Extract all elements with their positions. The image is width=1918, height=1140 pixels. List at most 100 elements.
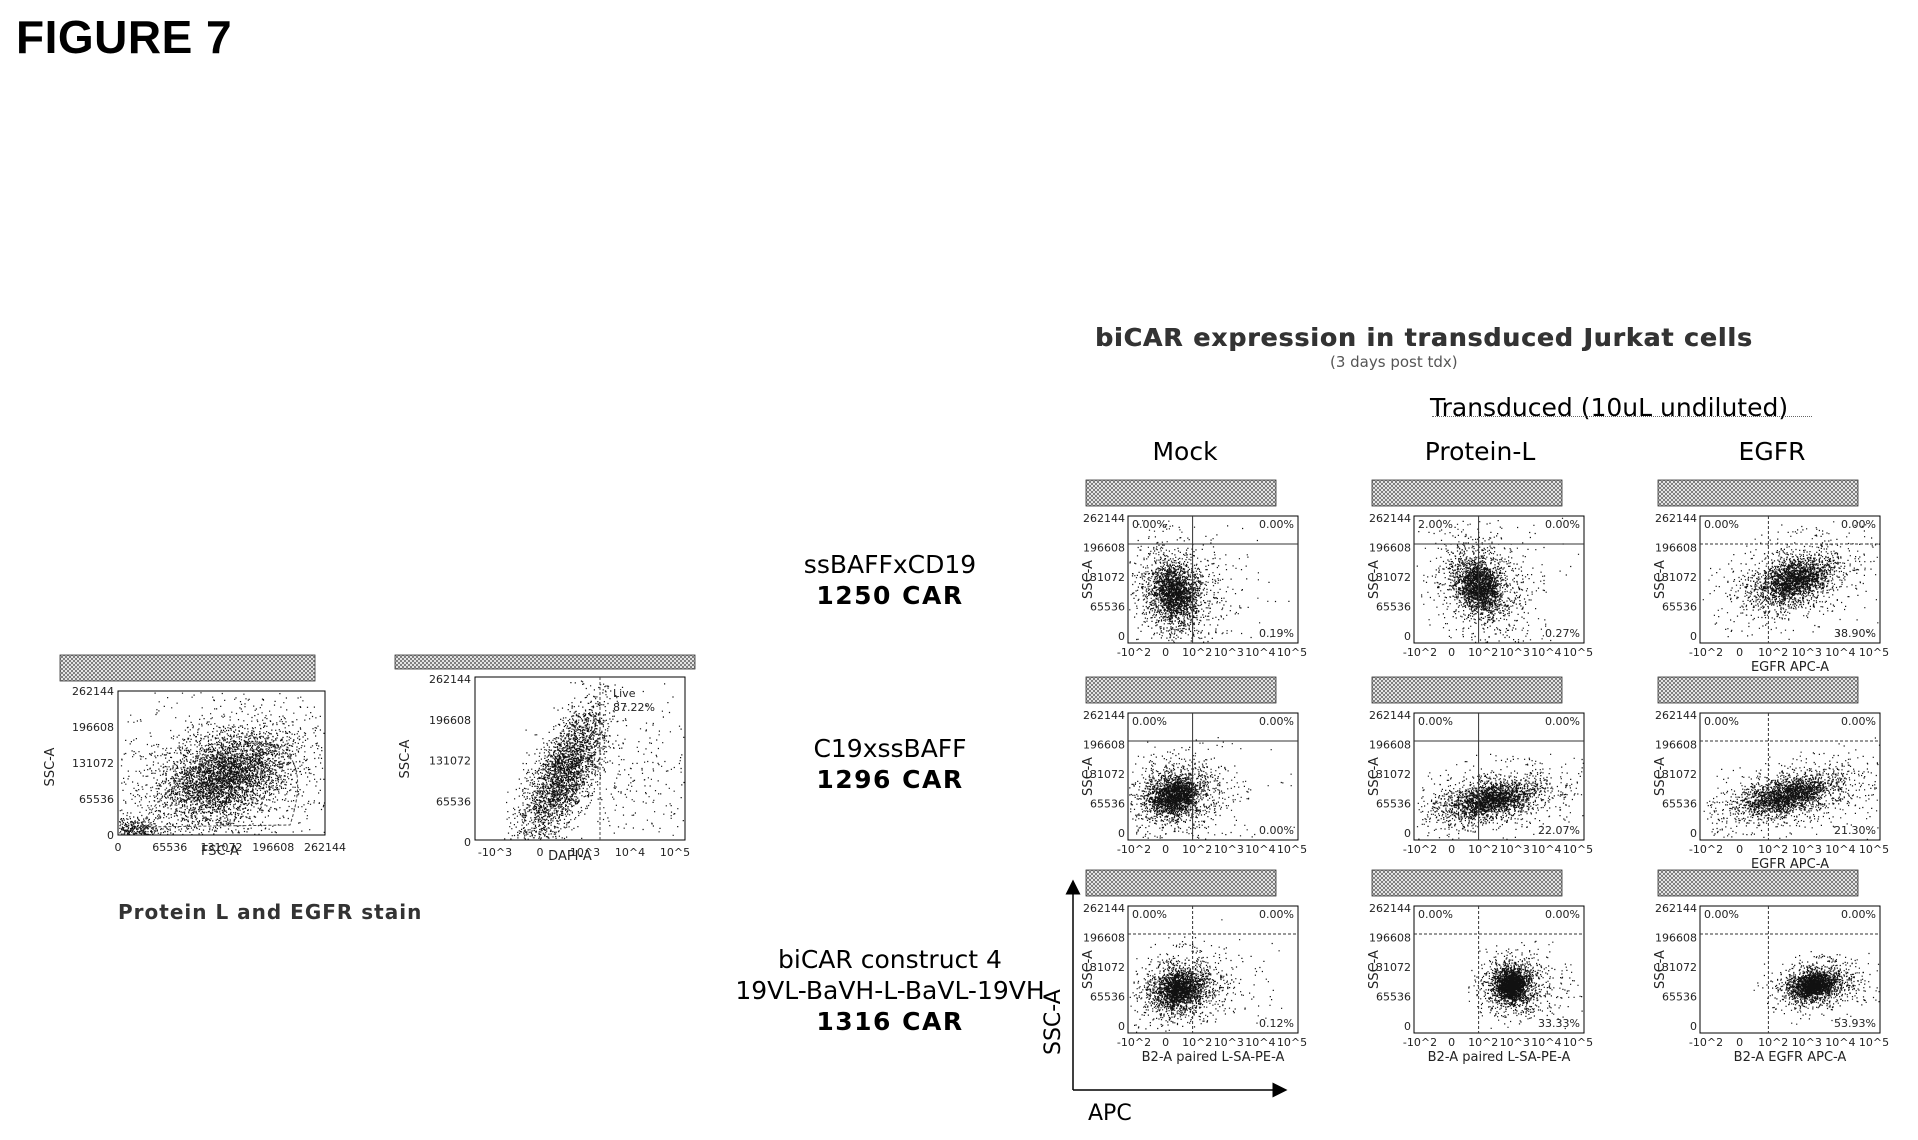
y-tick-label: 65536	[1090, 601, 1125, 614]
y-tick-label: 262144	[1369, 709, 1411, 722]
x-axis-label: B2-A paired L-SA-PE-A	[1428, 1050, 1571, 1065]
y-tick-label: 65536	[1376, 798, 1411, 811]
y-tick-label: 196608	[1083, 739, 1125, 752]
x-tick-label: 10^3	[1792, 646, 1822, 659]
quadrant-value-ul: 0.00%	[1418, 908, 1453, 921]
axis-legend: SSC-A APC	[1030, 875, 1290, 1130]
y-tick-label: 65536	[1376, 601, 1411, 614]
x-tick-label: 10^5	[1859, 646, 1889, 659]
y-tick-label: 131072	[72, 757, 114, 770]
plot-title-bar	[1086, 677, 1276, 703]
y-tick-label: 196608	[1083, 542, 1125, 555]
x-tick-label: 0	[537, 846, 544, 859]
plot-r1-c2: 2.00%0.00%0.27%262144196608131072655360-…	[1364, 478, 1594, 678]
y-tick-label: 196608	[72, 721, 114, 734]
x-tick-label: 10^4	[1825, 646, 1855, 659]
quadrant-value-lr: 53.93%	[1834, 1017, 1876, 1030]
quadrant-value-ur: 0.00%	[1545, 715, 1580, 728]
plot-frame	[1414, 906, 1584, 1033]
y-tick-label: 262144	[72, 685, 114, 698]
x-axis-label: DAPI-A	[548, 849, 592, 864]
row-2-name: C19xssBAFF	[760, 733, 1020, 764]
y-tick-label: 65536	[79, 793, 114, 806]
x-tick-label: 10^4	[1825, 1036, 1855, 1049]
row-1-construct: 1250 CAR	[760, 580, 1020, 611]
y-axis-label: SSC-A	[1653, 757, 1668, 796]
plot-r1-c3-svg: 0.00%0.00%38.90%262144196608131072655360…	[1650, 478, 1890, 678]
plot-title-bar	[1372, 480, 1562, 506]
x-tick-label: 10^3	[1792, 1036, 1822, 1049]
plot-title-bar	[1658, 480, 1858, 506]
x-tick-label: 0	[1448, 646, 1455, 659]
axis-legend-y-label: SSC-A	[1041, 989, 1066, 1055]
x-tick-label: 10^2	[1758, 1036, 1788, 1049]
x-tick-label: 10^2	[1758, 646, 1788, 659]
y-tick-label: 0	[1404, 1020, 1411, 1033]
row-2-construct: 1296 CAR	[760, 764, 1020, 795]
col-header-mock: Mock	[1125, 437, 1245, 466]
y-tick-label: 196608	[429, 714, 471, 727]
axis-legend-x-label: APC	[1088, 1101, 1132, 1126]
header-subtitle: (3 days post tdx)	[1330, 353, 1458, 371]
quadrant-value-ur: 0.00%	[1259, 518, 1294, 531]
x-tick-label: 0	[1448, 843, 1455, 856]
y-tick-label: 0	[1690, 827, 1697, 840]
y-tick-label: 0	[107, 829, 114, 842]
y-tick-label: 262144	[429, 673, 471, 686]
scatter-plot-fsc-ssc: 2621441966081310726553600655361310721966…	[40, 655, 340, 870]
x-tick-label: 10^3	[1214, 843, 1244, 856]
y-tick-label: 196608	[1655, 932, 1697, 945]
plot-title-bar	[1372, 870, 1562, 896]
x-tick-label: 10^4	[1245, 843, 1275, 856]
col-header-protein-l: Protein-L	[1400, 437, 1560, 466]
y-axis-label: SSC-A	[1081, 560, 1096, 599]
x-tick-label: 0	[1162, 646, 1169, 659]
x-tick-label: 10^5	[1859, 1036, 1889, 1049]
y-tick-label: 65536	[1662, 601, 1697, 614]
plot-r1-c1-svg: 0.00%0.00%0.19%262144196608131072655360-…	[1078, 478, 1308, 678]
x-axis-label: FSC-A	[201, 844, 239, 859]
plot-r3-c2-svg: 0.00%0.00%33.33%262144196608131072655360…	[1364, 868, 1594, 1068]
x-tick-label: 196608	[252, 841, 294, 854]
figure-title: FIGURE 7	[16, 10, 232, 64]
y-axis-label: SSC-A	[1367, 560, 1382, 599]
x-tick-label: 10^5	[1277, 646, 1307, 659]
plot-title-bar	[395, 655, 695, 669]
y-tick-label: 0	[464, 836, 471, 849]
row-label-2: C19xssBAFF 1296 CAR	[760, 733, 1020, 795]
x-tick-label: 10^2	[1758, 843, 1788, 856]
plot-r2-c1: 0.00%0.00%0.00%262144196608131072655360-…	[1078, 675, 1308, 875]
plot-r2-c2-svg: 0.00%0.00%22.07%262144196608131072655360…	[1364, 675, 1594, 875]
y-tick-label: 65536	[1090, 798, 1125, 811]
quadrant-value-ul: 0.00%	[1704, 518, 1739, 531]
x-tick-label: -10^2	[1117, 843, 1151, 856]
x-tick-label: -10^2	[1689, 646, 1723, 659]
x-tick-label: 0	[1448, 1036, 1455, 1049]
quadrant-value-lr: 0.27%	[1545, 627, 1580, 640]
plot-r3-c2: 0.00%0.00%33.33%262144196608131072655360…	[1364, 868, 1594, 1068]
x-tick-label: 10^3	[1214, 646, 1244, 659]
y-tick-label: 65536	[436, 795, 471, 808]
quadrant-value-ur: 0.00%	[1545, 908, 1580, 921]
plot-title-bar	[1658, 677, 1858, 703]
plot-r2-c2: 0.00%0.00%22.07%262144196608131072655360…	[1364, 675, 1594, 875]
y-tick-label: 262144	[1655, 709, 1697, 722]
row-3-construct: 1316 CAR	[720, 1006, 1060, 1037]
plot-title-bar	[1372, 677, 1562, 703]
x-tick-label: 10^3	[1500, 843, 1530, 856]
x-tick-label: 10^5	[1563, 646, 1593, 659]
x-tick-label: 10^2	[1468, 1036, 1498, 1049]
plot-r1-c3: 0.00%0.00%38.90%262144196608131072655360…	[1650, 478, 1890, 678]
y-axis-label: SSC-A	[1367, 757, 1382, 796]
x-tick-label: 10^3	[1500, 1036, 1530, 1049]
y-tick-label: 65536	[1662, 991, 1697, 1004]
x-tick-label: 0	[1736, 646, 1743, 659]
x-tick-label: 10^4	[1531, 843, 1561, 856]
x-tick-label: 10^4	[1245, 646, 1275, 659]
x-tick-label: 0	[1736, 843, 1743, 856]
x-tick-label: -10^2	[1117, 646, 1151, 659]
x-tick-label: 10^5	[660, 846, 690, 859]
row-label-3: biCAR construct 4 19VL-BaVH-L-BaVL-19VH …	[720, 944, 1060, 1037]
quadrant-value-lr: 38.90%	[1834, 627, 1876, 640]
y-tick-label: 262144	[1655, 512, 1697, 525]
